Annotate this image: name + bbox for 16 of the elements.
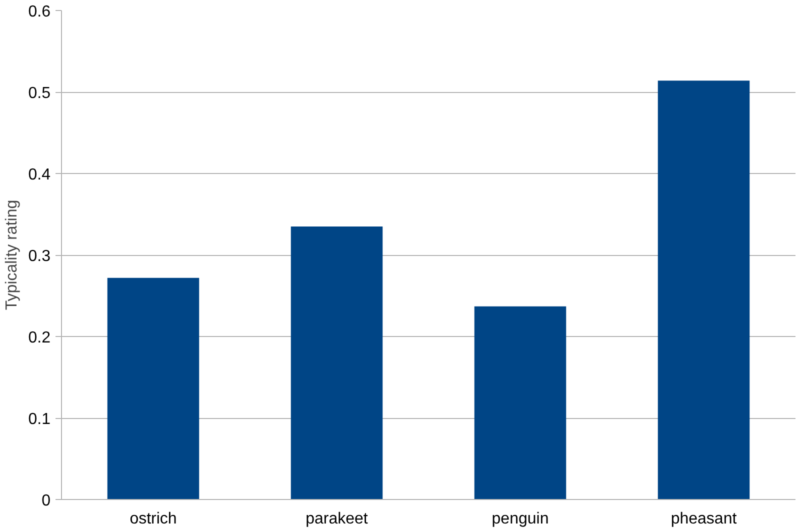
y-tick-label: 0.1	[28, 411, 51, 428]
bar	[474, 306, 566, 500]
y-axis-title: Typicality rating	[3, 200, 20, 310]
x-tick-label: pheasant	[670, 510, 738, 528]
x-tick-label: penguin	[492, 510, 549, 528]
x-tick-label: parakeet	[306, 510, 368, 528]
bar	[658, 80, 750, 500]
y-tick-label: 0	[42, 492, 51, 510]
y-tick-label: 0.2	[28, 330, 51, 346]
bar	[107, 278, 200, 500]
y-tick-label: 0.4	[28, 166, 51, 184]
x-tick-label: ostrich	[130, 510, 177, 528]
y-tick-label: 0.3	[28, 248, 51, 265]
y-tick-label: 0.6	[28, 4, 51, 20]
y-tick-label: 0.5	[28, 85, 51, 102]
bar	[290, 226, 383, 500]
